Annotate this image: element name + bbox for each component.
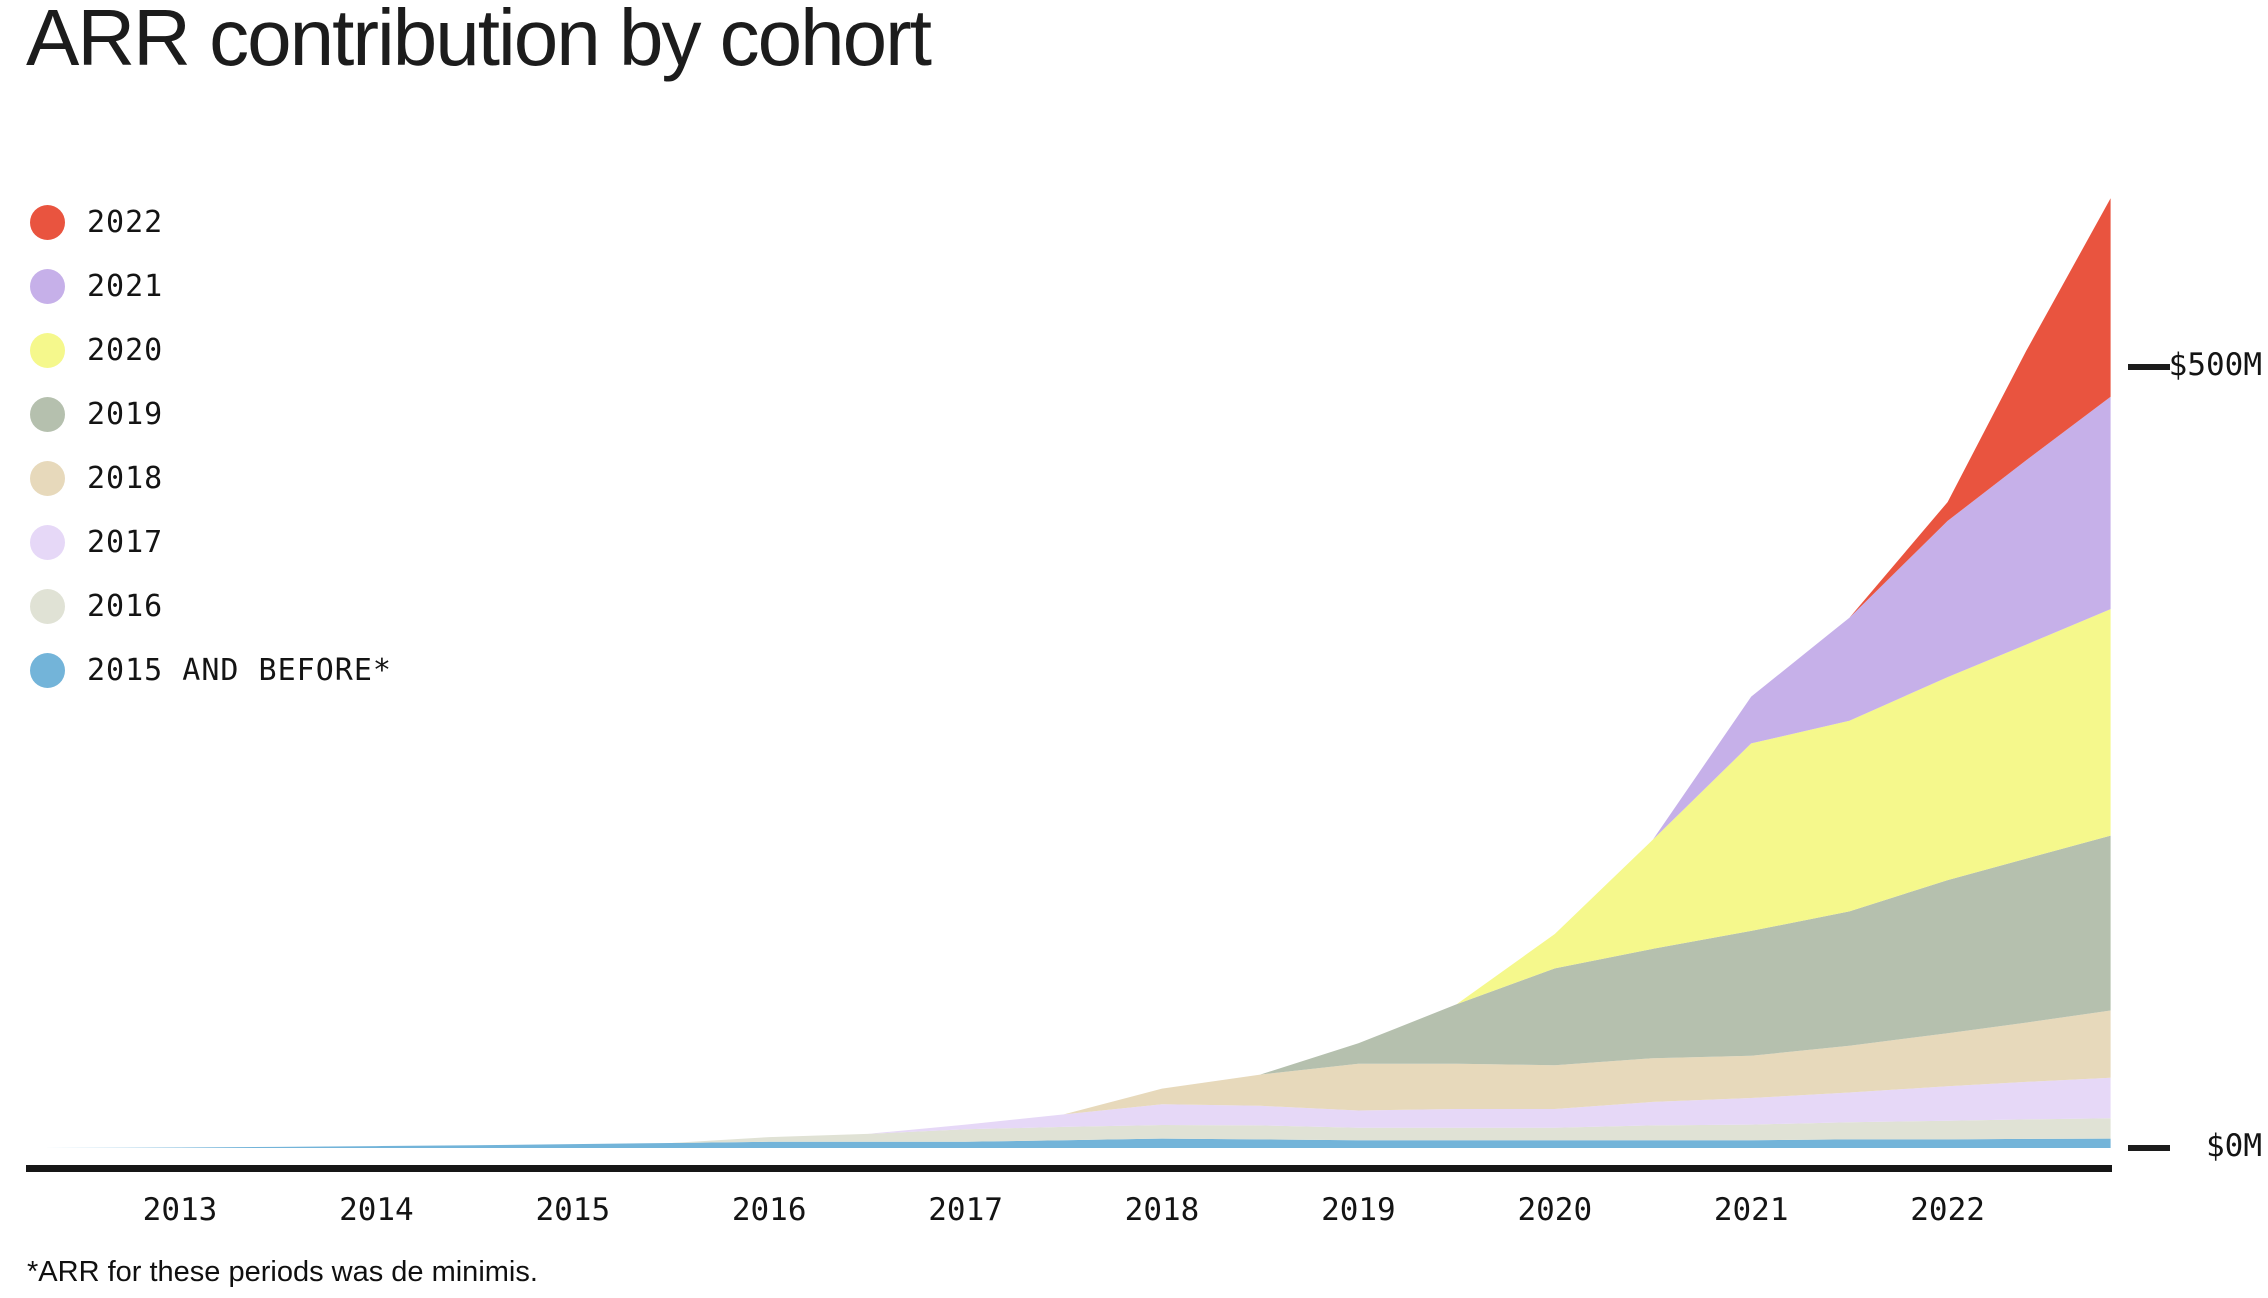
- legend-item-label: 2021: [87, 268, 164, 304]
- legend-swatch-icon: [30, 652, 65, 688]
- legend-item-label: 2016: [87, 588, 164, 624]
- legend-swatch-icon: [30, 460, 65, 496]
- legend-swatch-icon: [30, 268, 65, 304]
- y-tick-mark-0m: [2128, 1145, 2170, 1151]
- area-cohort-2019: [42, 835, 2111, 1148]
- x-axis-label-2013: 2013: [142, 1192, 218, 1228]
- legend-swatch-icon: [30, 396, 65, 432]
- legend-swatch-icon: [30, 204, 65, 240]
- x-axis-line: [26, 1165, 2112, 1172]
- x-axis-label-2019: 2019: [1321, 1192, 1396, 1228]
- area-cohort-2015-and-before: [42, 1138, 2111, 1148]
- legend-item-2022: 2022: [30, 204, 392, 240]
- legend-item-2021: 2021: [30, 268, 392, 304]
- area-cohort-2016: [42, 1118, 2111, 1148]
- x-axis-label-2015: 2015: [535, 1192, 611, 1228]
- legend-item-label: 2015 AND BEFORE*: [87, 652, 392, 688]
- y-tick-label-500m: $500M: [2168, 347, 2262, 383]
- footnote: *ARR for these periods was de minimis.: [27, 1256, 538, 1288]
- legend-item-2017: 2017: [30, 524, 392, 560]
- legend-item-label: 2017: [87, 524, 164, 560]
- y-tick-label-0m: $0M: [2206, 1128, 2262, 1164]
- legend-swatch-icon: [30, 332, 65, 368]
- area-cohort-2018: [42, 1010, 2111, 1148]
- legend-item-2015-and-before: 2015 AND BEFORE*: [30, 652, 392, 688]
- area-cohort-2020: [42, 609, 2111, 1148]
- page-title: ARR contribution by cohort: [26, 0, 932, 82]
- legend-item-label: 2018: [87, 460, 164, 496]
- legend-item-2016: 2016: [30, 588, 392, 624]
- x-axis-label-2017: 2017: [928, 1192, 1003, 1228]
- legend-item-label: 2022: [87, 204, 164, 240]
- legend-item-label: 2019: [87, 396, 164, 432]
- area-cohort-2017: [42, 1077, 2111, 1148]
- legend-item-2020: 2020: [30, 332, 392, 368]
- x-axis-label-2022: 2022: [1910, 1192, 1985, 1228]
- legend-item-label: 2020: [87, 332, 164, 368]
- x-axis-label-2021: 2021: [1713, 1192, 1789, 1228]
- x-axis-label-2020: 2020: [1517, 1192, 1593, 1228]
- legend-swatch-icon: [30, 588, 65, 624]
- legend-item-2019: 2019: [30, 396, 392, 432]
- legend-item-2018: 2018: [30, 460, 392, 496]
- x-axis-label-2016: 2016: [731, 1192, 807, 1228]
- legend: 2022 2021 2020 2019 2018 2017 2016 2015 AND BEF…: [30, 204, 392, 688]
- legend-swatch-icon: [30, 524, 65, 560]
- x-axis-label-2014: 2014: [339, 1192, 414, 1228]
- y-tick-mark-500m: [2128, 364, 2170, 370]
- x-axis-label-2018: 2018: [1124, 1192, 1200, 1228]
